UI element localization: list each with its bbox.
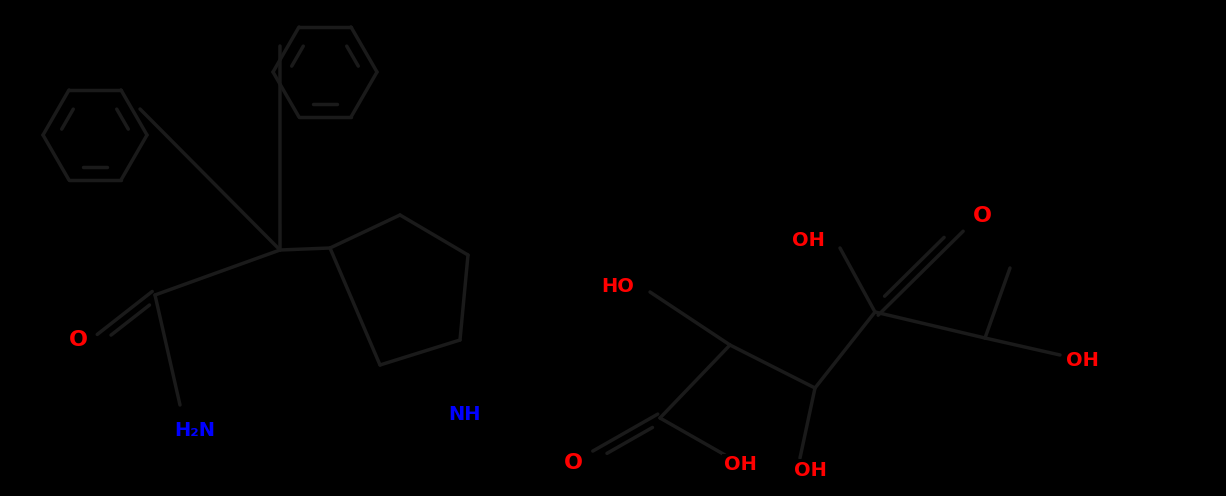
Text: OH: OH: [723, 455, 756, 475]
Text: O: O: [69, 330, 87, 350]
Text: HO: HO: [602, 277, 634, 297]
Text: OH: OH: [1065, 351, 1098, 370]
Text: NH: NH: [449, 406, 482, 425]
Text: O: O: [972, 206, 992, 226]
Text: H₂N: H₂N: [174, 421, 216, 439]
Text: OH: OH: [793, 460, 826, 480]
Text: O: O: [564, 453, 582, 473]
Text: OH: OH: [792, 231, 824, 249]
